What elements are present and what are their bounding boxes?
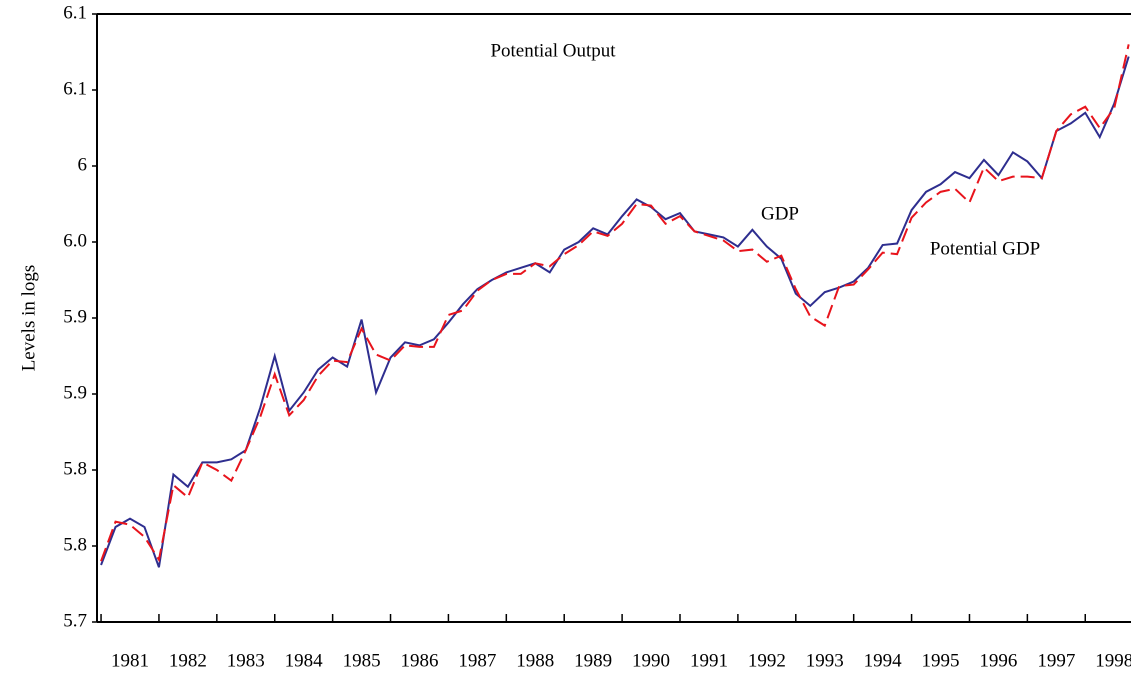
x-tick-label: 1996 [979, 650, 1017, 671]
x-tick-label: 1983 [227, 650, 265, 671]
series-label: GDP [761, 203, 799, 224]
y-axis-label: Levels in logs [18, 265, 39, 372]
y-tick-label: 5.9 [63, 382, 87, 403]
x-tick-label: 1998 [1095, 650, 1131, 671]
x-tick-label: 1995 [922, 650, 960, 671]
x-tick-label: 1988 [516, 650, 554, 671]
y-tick-label: 5.8 [63, 534, 87, 555]
x-tick-label: 1985 [343, 650, 381, 671]
y-tick-label: 6.1 [63, 78, 87, 99]
y-tick-label: 6.1 [63, 2, 87, 23]
y-tick-label: 5.8 [63, 458, 87, 479]
x-tick-label: 1994 [864, 650, 903, 671]
x-tick-label: 1993 [806, 650, 844, 671]
y-tick-label: 5.9 [63, 306, 87, 327]
x-tick-label: 1982 [169, 650, 207, 671]
chart-title: Potential Output [490, 40, 616, 61]
series-line [100, 44, 1130, 563]
x-tick-label: 1990 [632, 650, 670, 671]
x-tick-label: 1991 [690, 650, 728, 671]
x-tick-label: 1997 [1037, 650, 1075, 671]
x-tick-label: 1987 [458, 650, 496, 671]
x-tick-label: 1986 [400, 650, 438, 671]
x-tick-label: 1989 [574, 650, 612, 671]
y-tick-label: 5.7 [63, 610, 87, 631]
series-label: Potential GDP [930, 238, 1040, 259]
x-tick-label: 1992 [748, 650, 786, 671]
y-tick-label: 6 [78, 154, 88, 175]
series-line [100, 56, 1130, 568]
x-tick-label: 1984 [285, 650, 324, 671]
x-tick-label: 1981 [111, 650, 149, 671]
y-tick-label: 6.0 [63, 230, 87, 251]
